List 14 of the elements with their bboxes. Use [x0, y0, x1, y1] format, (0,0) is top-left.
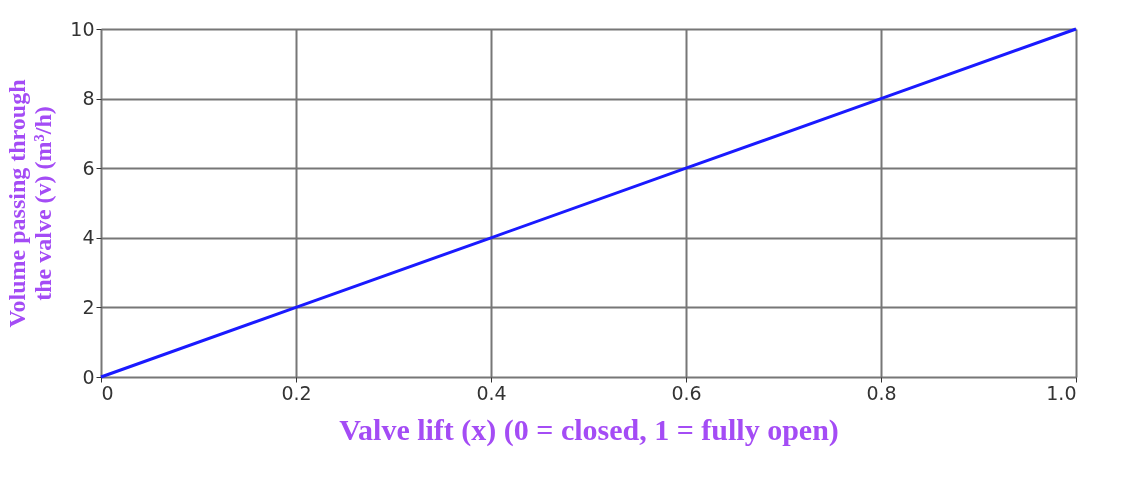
y-axis-title: Volume passing through the valve (v) (m³/h): [4, 79, 57, 328]
x-axis-title: Valve lift (x) (0 = closed, 1 = fully open): [339, 412, 839, 447]
x-tick-label: 0: [101, 381, 114, 404]
y-tick-label: 8: [82, 87, 95, 110]
y-tick-label: 10: [70, 17, 95, 40]
y-tick-label: 0: [82, 365, 95, 388]
y-tick-label: 6: [82, 156, 95, 179]
y-tick-label: 4: [82, 226, 95, 249]
x-tick-label: 0.6: [671, 381, 702, 404]
x-tick-label: 0.4: [476, 381, 507, 404]
x-tick-label: 0.8: [866, 381, 897, 404]
x-tick-label: 0.2: [281, 381, 312, 404]
x-tick-label: 1.0: [1046, 381, 1077, 404]
y-tick-label: 2: [82, 295, 95, 318]
